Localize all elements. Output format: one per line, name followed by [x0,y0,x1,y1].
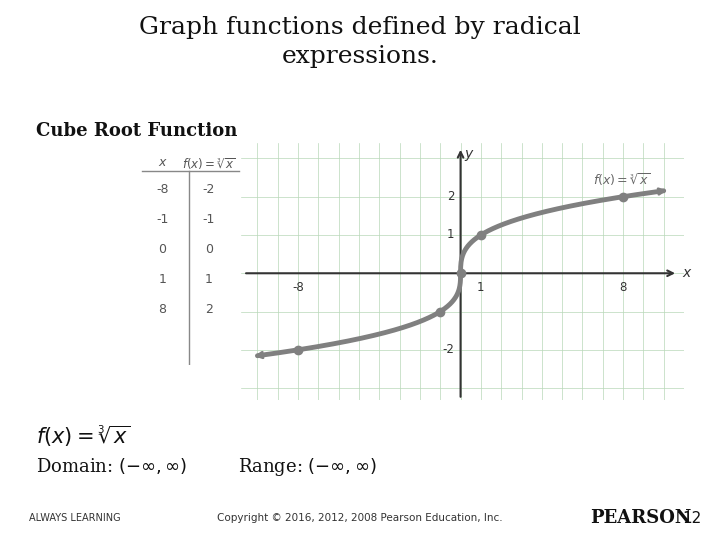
Text: 1: 1 [205,273,213,286]
Text: 2: 2 [447,190,454,203]
Text: -2: -2 [203,183,215,196]
Text: 2: 2 [205,302,213,316]
Text: 1: 1 [477,281,485,294]
Text: 0: 0 [158,243,166,256]
Text: ALWAYS LEARNING: ALWAYS LEARNING [29,514,120,523]
Text: -8: -8 [292,281,304,294]
Text: $f(x) = \sqrt[3]{x}$: $f(x) = \sqrt[3]{x}$ [182,157,236,172]
Text: $f(x) = \sqrt[3]{x}$: $f(x) = \sqrt[3]{x}$ [36,424,130,449]
Text: Domain: $(-\infty, \infty)$: Domain: $(-\infty, \infty)$ [36,456,187,476]
Text: PEARSON: PEARSON [590,509,692,528]
Text: 1: 1 [447,228,454,241]
Text: Range: $(-\infty, \infty)$: Range: $(-\infty, \infty)$ [238,456,377,478]
Text: 1: 1 [158,273,166,286]
Text: $f(x) = \sqrt[3]{x}$: $f(x) = \sqrt[3]{x}$ [593,171,650,188]
Text: -1: -1 [203,213,215,226]
Text: y: y [464,147,473,161]
Text: -1: -1 [156,213,168,226]
Text: Cube Root Function: Cube Root Function [36,122,238,139]
Text: $x$: $x$ [158,157,168,170]
Text: 12: 12 [683,511,702,526]
Text: 8: 8 [158,302,166,316]
Text: Graph functions defined by radical
expressions.: Graph functions defined by radical expre… [139,16,581,68]
Text: -2: -2 [443,343,454,356]
Text: 8: 8 [619,281,626,294]
Text: Copyright © 2016, 2012, 2008 Pearson Education, Inc.: Copyright © 2016, 2012, 2008 Pearson Edu… [217,514,503,523]
Text: 0: 0 [205,243,213,256]
Text: x: x [682,266,690,280]
Text: -8: -8 [156,183,168,196]
